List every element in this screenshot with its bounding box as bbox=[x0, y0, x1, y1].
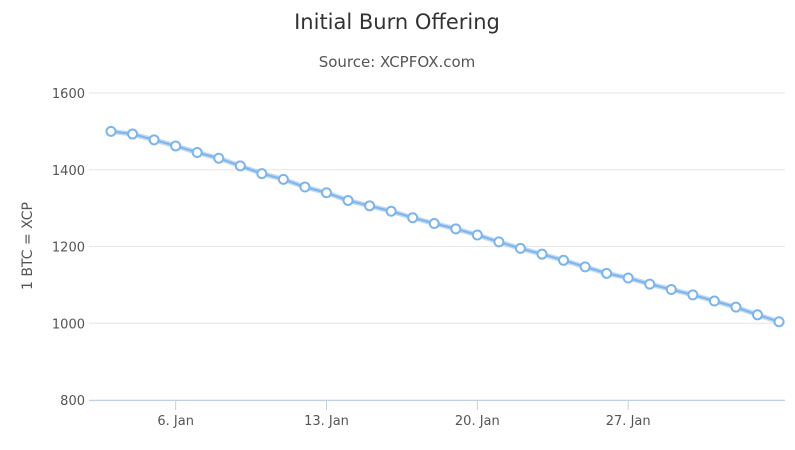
data-point[interactable] bbox=[665, 283, 677, 295]
y-axis-title: 1 BTC = XCP bbox=[20, 202, 36, 290]
grid-layer bbox=[89, 92, 785, 401]
data-point[interactable] bbox=[536, 248, 548, 260]
data-point[interactable] bbox=[191, 146, 203, 158]
axis-layer: 800 1000 1200 1400 1600 6. Jan 13. Jan 20. Jan 2… bbox=[52, 87, 785, 429]
x-tick-label: 13. Jan bbox=[304, 414, 349, 429]
data-point[interactable] bbox=[471, 229, 483, 241]
y-tick-label: 1600 bbox=[52, 87, 85, 102]
data-point[interactable] bbox=[687, 289, 699, 301]
data-point[interactable] bbox=[256, 168, 268, 180]
data-point[interactable] bbox=[601, 267, 613, 279]
data-point[interactable] bbox=[234, 160, 246, 172]
data-point[interactable] bbox=[213, 152, 225, 164]
data-point[interactable] bbox=[493, 236, 505, 248]
data-point[interactable] bbox=[105, 125, 117, 137]
data-point[interactable] bbox=[321, 187, 332, 199]
series-layer bbox=[105, 125, 785, 328]
data-point[interactable] bbox=[514, 242, 526, 254]
data-point[interactable] bbox=[277, 173, 289, 185]
data-point[interactable] bbox=[385, 205, 397, 217]
chart-subtitle: Source: XCPFOX.com bbox=[319, 53, 476, 71]
data-point[interactable] bbox=[579, 261, 591, 273]
data-point[interactable] bbox=[450, 223, 462, 235]
chart-title: Initial Burn Offering bbox=[294, 10, 500, 34]
x-tick-label: 6. Jan bbox=[157, 414, 194, 429]
data-point[interactable] bbox=[622, 272, 634, 284]
data-point[interactable] bbox=[299, 181, 311, 193]
data-point[interactable] bbox=[428, 217, 440, 229]
data-point[interactable] bbox=[364, 200, 376, 212]
y-tick-label: 1400 bbox=[52, 164, 85, 179]
y-tick-label: 1000 bbox=[52, 317, 85, 332]
x-tick-label: 27. Jan bbox=[606, 414, 651, 429]
data-point[interactable] bbox=[708, 295, 720, 307]
y-tick-label: 800 bbox=[60, 394, 85, 409]
data-point[interactable] bbox=[170, 140, 182, 152]
data-point[interactable] bbox=[342, 194, 354, 206]
data-point[interactable] bbox=[558, 254, 570, 266]
x-tick-label: 20. Jan bbox=[455, 414, 500, 429]
data-point[interactable] bbox=[644, 278, 656, 290]
data-point[interactable] bbox=[407, 212, 419, 224]
data-point[interactable] bbox=[127, 128, 139, 140]
data-point[interactable] bbox=[752, 309, 763, 321]
y-tick-label: 1200 bbox=[52, 241, 85, 256]
data-point[interactable] bbox=[773, 316, 785, 328]
data-point[interactable] bbox=[730, 301, 742, 313]
data-point[interactable] bbox=[148, 134, 160, 146]
